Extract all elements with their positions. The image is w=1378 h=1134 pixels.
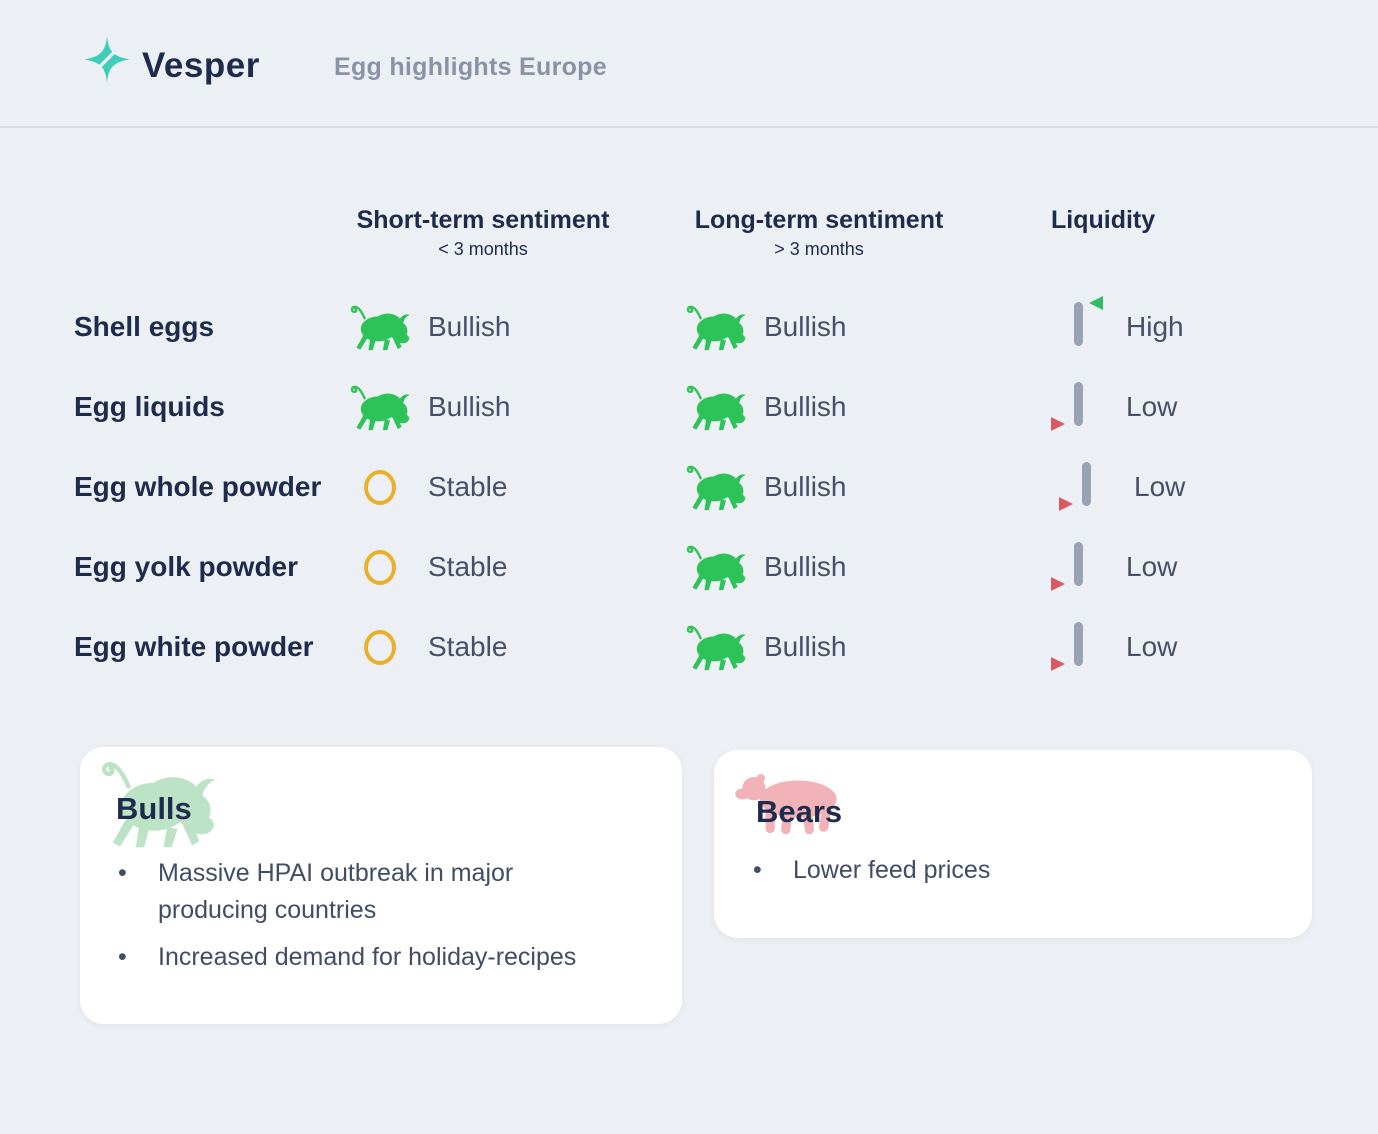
liquidity-bar: [1082, 462, 1091, 506]
app-header: Vesper Egg highlights Europe: [0, 0, 1378, 126]
liquidity-cell: Low: [1051, 607, 1178, 687]
bull-icon: [686, 465, 747, 512]
column-header-short-term: Short-term sentiment < 3 months: [348, 206, 618, 260]
table-row: Egg whole powder Stable Bullish Low: [0, 447, 1378, 527]
long-term-value: Bullish: [764, 471, 847, 502]
liquidity-cell: Low: [1051, 367, 1178, 447]
liquidity-indicator: [1052, 296, 1106, 355]
liquidity-value: Low: [1126, 391, 1178, 422]
short-term-cell: Stable: [348, 527, 507, 607]
bull-icon: [350, 385, 411, 432]
long-term-subtitle: > 3 months: [774, 239, 864, 259]
long-term-cell: Bullish: [684, 527, 846, 607]
list-item: Lower feed prices: [753, 852, 1253, 889]
left-triangle-icon: [1089, 296, 1103, 310]
product-name: Shell eggs: [74, 311, 215, 342]
table-row: Egg white powder Stable Bullish Low: [0, 607, 1378, 687]
table-row: Egg yolk powder Stable Bullish Low: [0, 527, 1378, 607]
short-term-cell: Bullish: [348, 287, 510, 367]
brand-name: Vesper: [142, 46, 260, 85]
liquidity-indicator: [1051, 379, 1106, 435]
liquidity-bar: [1074, 382, 1083, 426]
long-term-title: Long-term sentiment: [694, 206, 944, 234]
circle-outline-icon: [364, 549, 396, 585]
long-term-cell: Bullish: [684, 607, 846, 687]
product-name: Egg white powder: [74, 631, 314, 662]
liquidity-cell: Low: [1051, 527, 1178, 607]
liquidity-bar: [1074, 622, 1083, 666]
long-term-value: Bullish: [764, 631, 847, 662]
short-term-cell: Stable: [348, 607, 507, 687]
list-item: Increased demand for holiday-recipes: [118, 939, 598, 976]
short-term-subtitle: < 3 months: [438, 239, 528, 259]
bears-card-title: Bears: [756, 794, 843, 829]
bull-icon: [686, 545, 747, 592]
right-triangle-icon: [1051, 417, 1065, 431]
liquidity-cell: High: [1052, 287, 1184, 367]
bull-icon: [350, 305, 411, 352]
short-term-cell: Stable: [348, 447, 507, 527]
page-title: Egg highlights Europe: [334, 53, 607, 81]
bulls-list: Massive HPAI outbreak in major producing…: [118, 855, 598, 986]
liquidity-bar: [1074, 542, 1083, 586]
liquidity-cell: Low: [1059, 447, 1186, 527]
bears-list: Lower feed prices: [753, 852, 1253, 899]
long-term-value: Bullish: [764, 551, 847, 582]
product-name: Egg yolk powder: [74, 551, 299, 582]
liquidity-title: Liquidity: [1051, 206, 1156, 234]
long-term-cell: Bullish: [684, 287, 846, 367]
liquidity-bar: [1074, 302, 1083, 346]
long-term-value: Bullish: [764, 391, 847, 422]
column-header-long-term: Long-term sentiment > 3 months: [684, 206, 954, 260]
short-term-value: Bullish: [428, 391, 511, 422]
liquidity-value: Low: [1126, 631, 1178, 662]
short-term-value: Stable: [428, 551, 508, 582]
short-term-value: Bullish: [428, 311, 511, 342]
right-triangle-icon: [1059, 497, 1073, 511]
bulls-card: Bulls Massive HPAI outbreak in major pro…: [80, 747, 682, 1024]
bull-icon: [686, 305, 747, 352]
header-divider: [0, 126, 1378, 128]
product-name: Egg liquids: [74, 391, 225, 422]
sentiment-table: Shell eggs Bullish Bullish High Egg liqu…: [0, 287, 1378, 687]
liquidity-value: High: [1126, 311, 1184, 342]
bears-card: Bears Lower feed prices: [714, 750, 1312, 938]
column-header-liquidity: Liquidity: [1051, 206, 1271, 235]
circle-outline-icon: [364, 469, 396, 505]
circle-outline-icon: [364, 629, 396, 665]
long-term-cell: Bullish: [684, 447, 846, 527]
right-triangle-icon: [1051, 577, 1065, 591]
sparkle-icon: [78, 34, 136, 90]
liquidity-value: Low: [1126, 551, 1178, 582]
liquidity-indicator: [1051, 619, 1106, 675]
short-term-cell: Bullish: [348, 367, 510, 447]
bulls-card-title: Bulls: [116, 791, 192, 826]
table-row: Egg liquids Bullish Bullish Low: [0, 367, 1378, 447]
liquidity-indicator: [1059, 459, 1114, 515]
short-term-title: Short-term sentiment: [356, 206, 610, 234]
bull-icon: [686, 385, 747, 432]
bull-icon: [686, 625, 747, 672]
liquidity-indicator: [1051, 539, 1106, 595]
long-term-value: Bullish: [764, 311, 847, 342]
short-term-value: Stable: [428, 471, 508, 502]
liquidity-value: Low: [1134, 471, 1186, 502]
product-name: Egg whole powder: [74, 471, 322, 502]
short-term-value: Stable: [428, 631, 508, 662]
long-term-cell: Bullish: [684, 367, 846, 447]
list-item: Massive HPAI outbreak in major producing…: [118, 855, 598, 929]
table-row: Shell eggs Bullish Bullish High: [0, 287, 1378, 367]
right-triangle-icon: [1051, 657, 1065, 671]
